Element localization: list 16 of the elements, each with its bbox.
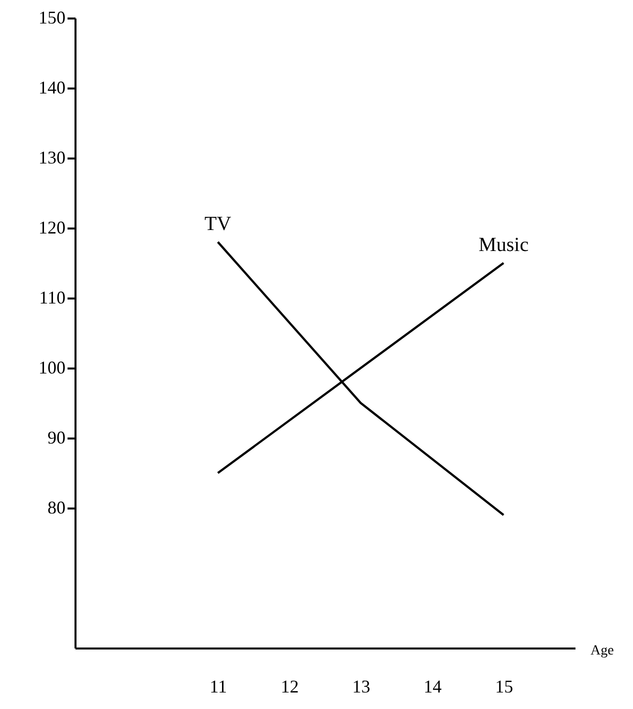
y-tick-label: 120 [38, 218, 66, 238]
y-tick-label: 150 [38, 8, 66, 28]
y-tick-label: 100 [38, 358, 66, 378]
y-tick-label: 80 [48, 498, 66, 518]
y-tick-label: 140 [38, 78, 66, 98]
series-label: Music [478, 234, 529, 256]
x-tick-label: 15 [495, 676, 514, 696]
x-tick-label: 14 [424, 676, 442, 696]
y-tick-label: 90 [48, 428, 66, 448]
x-tick-label: 13 [352, 676, 370, 696]
x-tick-label: 11 [210, 676, 228, 696]
y-tick-label: 110 [39, 288, 66, 308]
y-tick-label: 130 [38, 148, 66, 168]
series-label: TV [204, 213, 232, 235]
x-axis-title: Age [590, 644, 614, 658]
x-tick-label: 12 [280, 676, 299, 696]
